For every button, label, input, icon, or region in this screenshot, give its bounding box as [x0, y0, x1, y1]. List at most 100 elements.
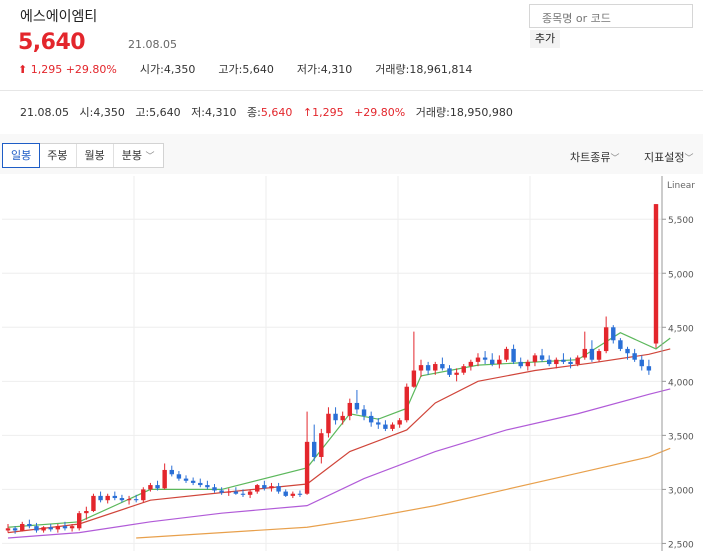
y-axis: Linear 5,500 5,000 4,500 4,000 3,500 3,000 2,50…: [661, 176, 695, 551]
tab-weekly[interactable]: 주봉: [39, 144, 77, 167]
candle: [311, 441, 317, 457]
candle: [255, 485, 260, 492]
candle: [226, 491, 231, 493]
change-row: ⬆ 1,295 +29.80% 시가:4,350 고가:5,640 저가:4,3…: [18, 63, 473, 76]
summary-open: 4,350: [93, 106, 125, 119]
summary-volume-label: 거래량: [415, 106, 447, 119]
volume-value: 18,961,814: [409, 63, 473, 76]
candle: [5, 528, 11, 531]
candle: [219, 490, 224, 493]
candle: [155, 485, 160, 489]
summary-high: 5,640: [149, 106, 181, 119]
tab-daily[interactable]: 일봉: [2, 143, 41, 168]
ma-line: [7, 348, 671, 534]
candle: [162, 469, 167, 489]
candle: [84, 511, 89, 514]
candle: [98, 495, 103, 501]
price-date: 21.08.05: [128, 38, 177, 51]
summary-close: 5,640: [260, 106, 293, 119]
candle: [326, 413, 331, 434]
y-tick-label: 4,000: [668, 378, 694, 388]
candle: [603, 327, 609, 352]
candles: [5, 204, 659, 534]
chart-type-dropdown[interactable]: 차트종류﹀: [570, 149, 620, 165]
candle: [91, 495, 96, 512]
candle: [262, 485, 267, 489]
candle: [397, 420, 402, 425]
candle: [141, 489, 146, 501]
summary-pct: +29.80%: [354, 106, 406, 119]
search-input[interactable]: [529, 4, 693, 28]
candle: [468, 361, 474, 367]
summary-close-label: 종: [247, 106, 258, 119]
summary-diff: 1,295: [312, 106, 344, 119]
candle: [297, 493, 303, 495]
candle: [319, 433, 324, 457]
divider: [0, 90, 703, 91]
candle: [532, 355, 538, 362]
stock-name: 에스에이엠티: [20, 9, 98, 25]
candle: [340, 415, 345, 421]
candle: [105, 495, 110, 501]
candle: [418, 365, 424, 371]
candle: [240, 493, 246, 495]
summary-row: 21.08.05 시:4,350 고:5,640 저:4,310 종:5,640…: [20, 106, 513, 119]
candle: [611, 327, 616, 341]
high-label: 고가: [218, 63, 239, 76]
ma-line: [7, 388, 671, 539]
candle: [383, 424, 388, 429]
tab-minute[interactable]: 분봉 ﹀: [114, 144, 163, 167]
price-chart[interactable]: Linear 5,500 5,000 4,500 4,000 3,500 3,000 2,50…: [0, 176, 703, 551]
candle: [183, 478, 189, 481]
candle: [62, 526, 68, 529]
candle: [269, 486, 274, 489]
candle: [48, 527, 53, 530]
candle: [632, 353, 637, 360]
summary-low: 4,310: [205, 106, 237, 119]
volume-label: 거래량: [375, 63, 406, 76]
candle: [176, 474, 182, 479]
candle: [390, 424, 395, 429]
change-pct: +29.80%: [65, 63, 117, 76]
candle: [433, 364, 438, 371]
candle: [511, 348, 516, 362]
candle: [475, 357, 481, 362]
candle: [133, 499, 139, 501]
chevron-down-icon: ﹀: [684, 154, 694, 164]
candle: [276, 486, 281, 492]
up-arrow-icon: ⬆: [18, 63, 28, 76]
scale-label: Linear: [667, 181, 695, 191]
candle: [575, 357, 580, 365]
candle: [440, 364, 445, 369]
candle: [112, 495, 118, 499]
add-button[interactable]: 추가: [530, 30, 560, 48]
summary-arrow-icon: ↑: [302, 106, 313, 119]
candle: [205, 485, 210, 488]
y-tick-label: 5,500: [668, 216, 694, 226]
chart-type-label: 차트종류: [570, 151, 611, 164]
candle: [354, 402, 360, 410]
candle: [582, 348, 587, 358]
candle: [283, 491, 288, 496]
candle: [361, 409, 367, 416]
tab-monthly[interactable]: 월봉: [77, 144, 114, 167]
y-tick-label: 4,500: [668, 324, 694, 334]
summary-high-label: 고: [135, 106, 146, 119]
candle: [447, 368, 452, 375]
candle: [347, 402, 353, 416]
candle: [618, 340, 623, 349]
indicator-label: 지표설정: [644, 151, 685, 164]
candle: [625, 348, 630, 354]
candle: [55, 526, 61, 530]
y-tick-label: 3,500: [668, 432, 694, 442]
low-label: 저가: [296, 63, 318, 76]
low-value: 4,310: [320, 63, 353, 76]
candle: [333, 413, 338, 421]
summary-date: 21.08.05: [20, 106, 69, 119]
candle: [27, 523, 32, 527]
candle: [126, 499, 132, 501]
indicator-dropdown[interactable]: 지표설정﹀: [644, 149, 694, 165]
candle: [490, 359, 495, 365]
candle: [454, 372, 459, 375]
y-tick-label: 2,500: [668, 540, 694, 550]
